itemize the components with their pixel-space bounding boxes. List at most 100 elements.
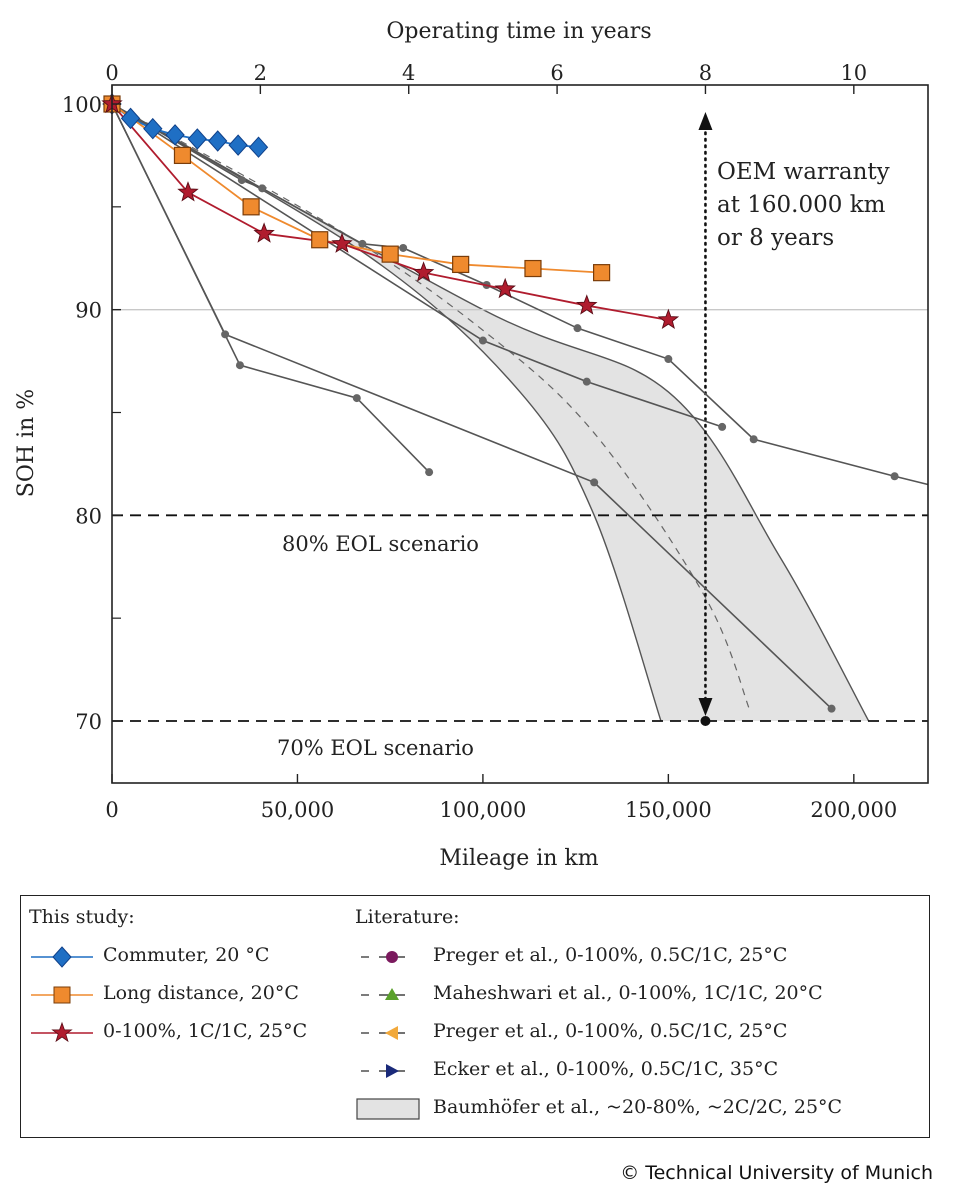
literature-data-point (718, 422, 727, 431)
legend-item-ecker: Ecker et al., 0-100%, 0.5C/1C, 35°C (355, 1056, 915, 1086)
y-tick-label: 90 (75, 299, 102, 323)
star-data-point (331, 232, 353, 253)
x-tick-label: 200,000 (810, 798, 897, 822)
star-data-point (576, 294, 598, 315)
commuter-data-point (120, 107, 141, 130)
x-axis-title: Mileage in km (439, 846, 598, 871)
legend-literature-heading: Literature: (355, 906, 460, 928)
x2-tick-label: 0 (105, 61, 118, 85)
legend-label: Long distance, 20°C (103, 982, 299, 1004)
x2-tick-label: 2 (254, 61, 267, 85)
legend-item-preger-1: Preger et al., 0-100%, 0.5C/1C, 25°C (355, 942, 915, 972)
legend-item-maheshwari: Maheshwari et al., 0-100%, 1C/1C, 20°C (355, 980, 915, 1010)
warranty-arrow-up-icon (698, 112, 713, 130)
y-tick-label: 80 (75, 504, 102, 528)
legend-item-commuter: Commuter, 20 °C (29, 942, 349, 972)
warranty-endpoint-dot (700, 716, 711, 726)
star-marker-icon (31, 1021, 93, 1043)
diamond-marker-icon (31, 946, 93, 968)
legend-label: Commuter, 20 °C (103, 944, 270, 966)
legend-item-long-distance: Long distance, 20°C (29, 980, 349, 1010)
star-data-point (412, 261, 435, 282)
copyright-notice: © Technical University of Munich (620, 1162, 933, 1184)
warranty-arrow-down-icon (698, 698, 713, 716)
literature-data-point (237, 176, 246, 185)
x-tick-label: 100,000 (439, 798, 526, 822)
literature-data-point (352, 394, 361, 403)
literature-data-point (582, 377, 591, 386)
warranty-line-1: OEM warranty (717, 159, 890, 185)
star-data-point (494, 277, 516, 299)
long-distance-data-point (242, 198, 260, 216)
literature-data-point (827, 704, 836, 713)
long-distance-data-point (311, 231, 329, 249)
triangle-marker-icon (361, 988, 405, 1000)
y-axis-title: SOH in % (14, 389, 39, 497)
commuter-data-point (143, 117, 163, 140)
long-distance-data-point (381, 245, 399, 263)
literature-series-line (111, 103, 833, 710)
commuter-data-point (228, 134, 248, 156)
legend-item-baumhofer: Baumhöfer et al., ~20-80%, ~2C/2C, 25°C (355, 1094, 925, 1124)
literature-data-point (425, 468, 434, 477)
legend-item-preger-2: Preger et al., 0-100%, 0.5C/1C, 25°C (355, 1018, 915, 1048)
long-distance-data-point (592, 264, 611, 282)
literature-data-point (478, 336, 487, 345)
x-tick-label: 0 (105, 798, 118, 822)
x2-tick-label: 4 (402, 61, 415, 85)
literature-series-line (111, 103, 723, 428)
literature-data-point (258, 184, 267, 193)
literature-data-point (221, 330, 230, 339)
long-distance-data-point (173, 146, 192, 165)
y-tick-label: 100 (62, 93, 102, 117)
literature-data-point (890, 472, 899, 481)
baumhofer-band-lower-edge (111, 103, 662, 722)
x-tick-label: 150,000 (625, 798, 712, 822)
warranty-line-2: at 160.000 km (717, 192, 886, 218)
left-triangle-marker-icon (361, 1026, 405, 1040)
literature-data-point (749, 435, 758, 444)
legend: This study: Literature: Commuter, 20 °C … (20, 895, 930, 1138)
star-data-point (253, 222, 275, 243)
literature-data-point (590, 478, 599, 487)
commuter-data-point (187, 128, 207, 150)
literature-data-point (235, 361, 244, 370)
x-tick-label: 50,000 (261, 798, 334, 822)
band-swatch-icon (356, 1098, 420, 1120)
circle-marker-icon (361, 951, 405, 963)
star-data-point (657, 308, 680, 330)
x2-tick-label: 8 (699, 61, 712, 85)
legend-label: 0-100%, 1C/1C, 25°C (103, 1020, 308, 1042)
legend-label: Ecker et al., 0-100%, 0.5C/1C, 35°C (433, 1058, 779, 1080)
square-marker-icon (31, 986, 93, 1004)
plot-frame (111, 84, 929, 784)
legend-label: Preger et al., 0-100%, 0.5C/1C, 25°C (433, 944, 788, 966)
legend-label: Preger et al., 0-100%, 0.5C/1C, 25°C (433, 1020, 788, 1042)
warranty-line-3: or 8 years (717, 225, 834, 251)
commuter-data-point (208, 130, 228, 152)
literature-data-point (358, 239, 367, 248)
legend-item-0-100: 0-100%, 1C/1C, 25°C (29, 1018, 359, 1048)
literature-data-point (664, 355, 673, 364)
eol-80-label: 80% EOL scenario (282, 532, 479, 556)
commuter-data-point (165, 124, 185, 146)
study-series-line (111, 103, 602, 274)
eol-70-label: 70% EOL scenario (277, 736, 474, 760)
legend-study-heading: This study: (29, 906, 135, 928)
y-tick-label: 70 (75, 710, 102, 734)
x2-tick-label: 10 (840, 61, 867, 85)
long-distance-data-point (452, 255, 470, 274)
legend-label: Maheshwari et al., 0-100%, 1C/1C, 20°C (433, 982, 823, 1004)
x2-tick-label: 6 (550, 61, 563, 85)
long-distance-data-point (524, 259, 542, 278)
baumhofer-mean-line (111, 103, 751, 711)
commuter-data-point (248, 136, 269, 158)
x2-axis-title: Operating time in years (386, 19, 651, 44)
legend-label: Baumhöfer et al., ~20-80%, ~2C/2C, 25°C (433, 1096, 843, 1118)
literature-data-point (399, 243, 408, 252)
star-data-point (177, 181, 199, 202)
literature-data-point (573, 324, 582, 333)
baumhofer-band (112, 104, 869, 721)
